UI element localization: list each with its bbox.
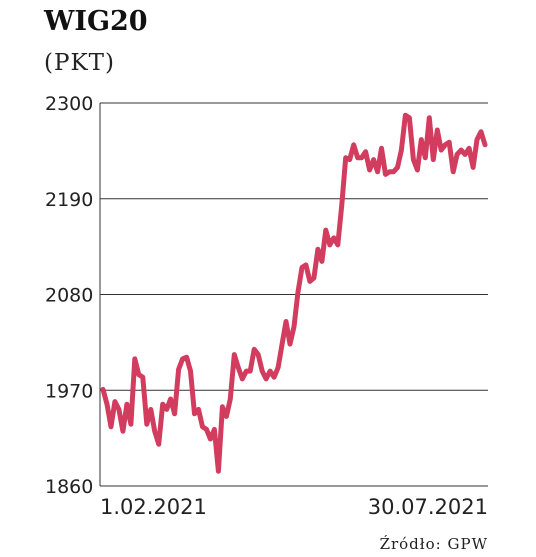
chart-title: WIG20 xyxy=(43,6,148,37)
y-tick-label: 2300 xyxy=(45,93,93,115)
chart-subtitle: (PKT) xyxy=(44,50,115,76)
y-tick-label: 2190 xyxy=(45,189,93,211)
y-tick-label: 2080 xyxy=(45,285,93,307)
y-tick-label: 1860 xyxy=(45,476,93,498)
source: Źródło: GPW xyxy=(380,535,488,553)
x-tick-label: 30.07.2021 xyxy=(368,495,488,519)
y-tick-label: 1970 xyxy=(45,380,93,402)
data-line xyxy=(100,112,488,474)
x-tick-label: 1.02.2021 xyxy=(100,495,207,519)
